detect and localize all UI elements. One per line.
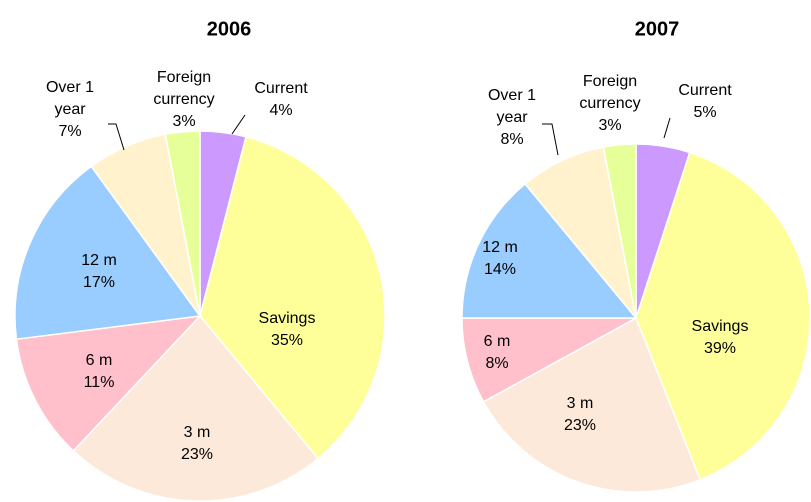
pie-slice	[602, 143, 637, 319]
slice-label: 6 m 8%	[467, 331, 527, 375]
category-label: Foreign currency	[579, 73, 641, 112]
slice-label: Over 1 year 7%	[44, 77, 96, 143]
slice-label: Current 4%	[249, 78, 313, 122]
pie-slice	[15, 314, 202, 452]
category-label: 12 m	[482, 239, 518, 256]
pie-slice	[482, 316, 702, 493]
category-label: 12 m	[81, 252, 117, 269]
leader-line	[231, 114, 246, 135]
category-label: Foreign currency	[153, 69, 215, 108]
value-label: 8%	[485, 355, 509, 372]
slice-label: 3 m 23%	[167, 422, 227, 466]
category-label: Current	[254, 80, 308, 97]
category-label: Over 1 year	[45, 79, 94, 118]
pie-slice	[199, 135, 386, 460]
chart-title: 2007	[634, 18, 680, 41]
value-label: 3%	[172, 113, 196, 130]
pie-slice	[14, 165, 202, 341]
slice-label: 6 m 11%	[69, 350, 129, 394]
slice-label: Foreign currency 3%	[144, 67, 224, 133]
category-label: 3 m	[566, 395, 594, 412]
slice-label: Savings 39%	[685, 316, 755, 360]
slice-label: 12 m 17%	[69, 250, 129, 294]
slice-label: Over 1 year 8%	[486, 85, 538, 151]
leader-line	[663, 117, 671, 139]
leader-line	[108, 123, 125, 151]
slice-label: 12 m 14%	[470, 237, 530, 281]
value-label: 23%	[180, 446, 214, 463]
value-label: 8%	[500, 131, 524, 148]
value-label: 17%	[82, 274, 116, 291]
value-label: 35%	[270, 332, 304, 349]
pie-slice	[461, 182, 638, 319]
category-label: Savings	[691, 318, 749, 335]
value-label: 11%	[83, 374, 115, 391]
category-label: 3 m	[183, 424, 211, 441]
value-label: 23%	[563, 417, 597, 434]
pie-slice	[72, 314, 319, 502]
category-label: Savings	[258, 310, 316, 327]
value-label: 14%	[483, 261, 517, 278]
category-label: 6 m	[85, 352, 113, 369]
chart-title: 2006	[206, 18, 252, 41]
slice-label: Savings 35%	[252, 308, 322, 352]
value-label: 3%	[598, 117, 622, 134]
slice-label: Current 5%	[673, 80, 737, 124]
value-label: 4%	[269, 102, 293, 119]
leader-line	[542, 123, 559, 156]
value-label: 7%	[58, 123, 82, 140]
category-label: Current	[678, 82, 732, 99]
pie-slice	[164, 130, 201, 317]
category-label: 6 m	[483, 333, 511, 350]
pie-slice	[635, 151, 811, 481]
slice-label: 3 m 23%	[550, 393, 610, 437]
category-label: Over 1 year	[487, 87, 536, 126]
value-label: 39%	[703, 340, 737, 357]
slice-label: Foreign currency 3%	[570, 71, 650, 137]
value-label: 5%	[693, 104, 717, 121]
